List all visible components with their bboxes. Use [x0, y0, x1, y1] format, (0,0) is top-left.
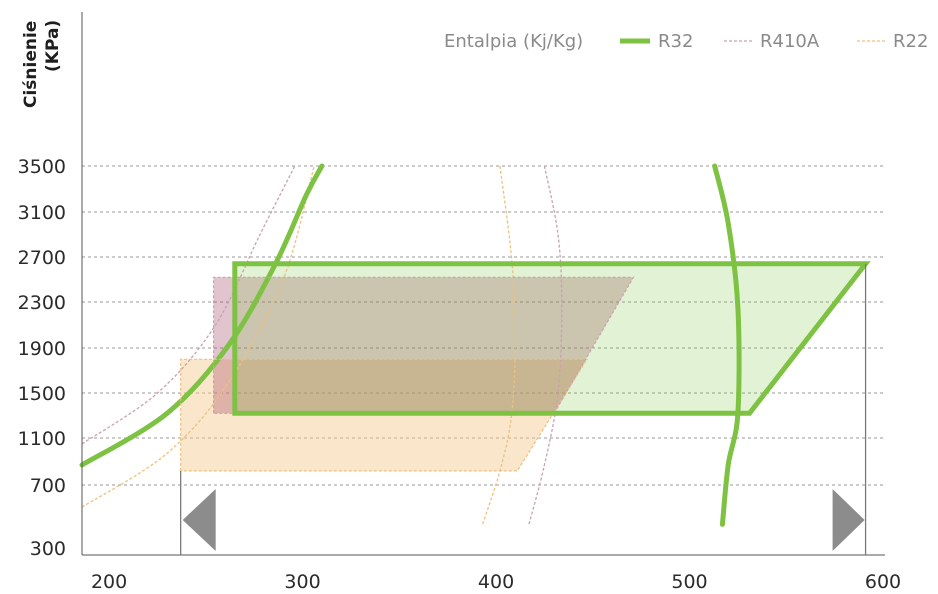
y-tick-1500: 1500 [18, 383, 66, 405]
range-arrow-right [832, 489, 865, 551]
y-tick-300: 300 [30, 538, 66, 560]
y-tick-1900: 1900 [18, 338, 66, 360]
legend-label-r22: R22 [893, 31, 928, 52]
axes [81, 12, 885, 556]
cycle-fill-r32 [234, 263, 866, 414]
y-tick-3100: 3100 [18, 202, 66, 224]
x-tick-500: 500 [671, 571, 707, 593]
y-tick-1100: 1100 [18, 428, 66, 450]
cycle-fills [180, 263, 866, 471]
x-tick-400: 400 [478, 571, 514, 593]
saturation-liquid-r410a [81, 165, 296, 445]
x-tick-600: 600 [865, 571, 901, 593]
x-tick-200: 200 [91, 571, 127, 593]
y-axis-title: Ciśnienie (KPa) [21, 20, 63, 108]
saturation-vapor-r32 [712, 163, 742, 527]
legend-title: Entalpia (Kj/Kg) [444, 31, 583, 52]
legend-label-r32: R32 [658, 31, 693, 52]
legend-label-r410a: R410A [760, 31, 820, 52]
y-tick-labels: 300 700 1100 1500 1900 2300 2700 3100 3500 [18, 156, 66, 560]
legend: Entalpia (Kj/Kg) R32 R410A R22 [444, 31, 928, 52]
cycle-outline-r22 [180, 358, 589, 472]
range-markers [180, 263, 867, 555]
range-arrow-left [182, 489, 216, 551]
saturation-liquid-r32 [79, 163, 325, 468]
grid-lines [82, 165, 883, 486]
saturation-liquid-r22 [81, 165, 315, 508]
saturation-vapor-r410a [528, 165, 563, 525]
y-tick-2300: 2300 [18, 292, 66, 314]
cycle-fill-r410a [213, 277, 634, 414]
x-tick-labels: 200 300 400 500 600 [91, 571, 901, 593]
y-axis-title-line1: Ciśnienie [21, 21, 41, 108]
y-axis-title-line2: (KPa) [43, 20, 63, 72]
y-tick-3500: 3500 [18, 156, 66, 178]
y-tick-2700: 2700 [18, 247, 66, 269]
x-tick-300: 300 [284, 571, 320, 593]
y-tick-700: 700 [30, 475, 66, 497]
